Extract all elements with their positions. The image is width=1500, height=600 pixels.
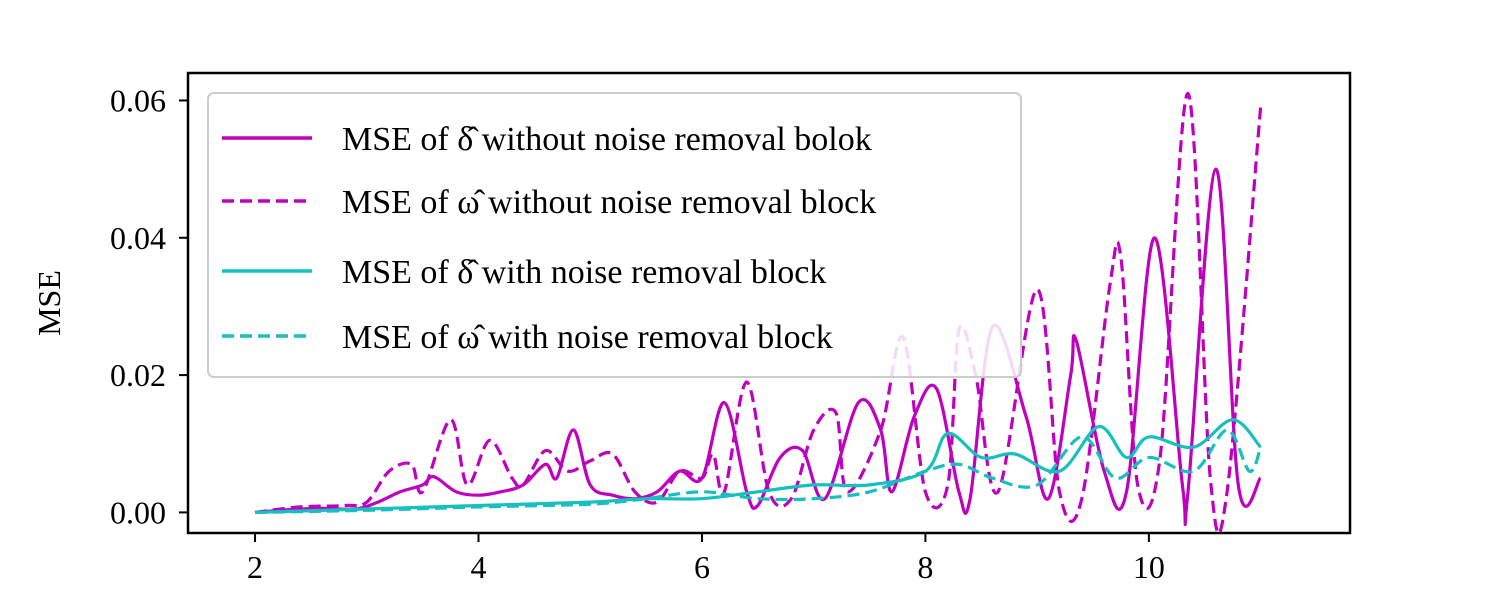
legend-box <box>207 92 1022 378</box>
x-tick-label: 10 <box>1133 549 1165 585</box>
y-tick-label: 0.00 <box>110 494 166 530</box>
series-omega-with-noise-removal-line <box>254 428 1263 514</box>
y-tick-label: 0.02 <box>110 357 166 393</box>
legend: MSE of δ̂ without noise removal bolok MSE… <box>207 92 1022 378</box>
y-tick-label: 0.06 <box>110 82 166 118</box>
y-axis-label: MSE <box>31 270 67 336</box>
legend-entry: MSE of δ̂ without noise removal bolok <box>342 121 872 158</box>
legend-entry: MSE of δ̂ with noise removal block <box>342 254 826 291</box>
x-tick-label: 4 <box>471 549 487 585</box>
x-tick-label: 2 <box>247 549 263 585</box>
series-delta-without-noise-removal-line <box>254 167 1262 527</box>
legend-entry: MSE of ω̂ without noise removal block <box>342 184 876 221</box>
axes-frame <box>186 71 1352 535</box>
series-omega-without-noise-removal-line <box>254 91 1263 535</box>
x-tick-label: 6 <box>694 549 710 585</box>
y-tick-label: 0.04 <box>110 220 166 256</box>
x-tick-label: 8 <box>917 549 933 585</box>
legend-entry: MSE of ω̂ with noise removal block <box>342 319 833 356</box>
